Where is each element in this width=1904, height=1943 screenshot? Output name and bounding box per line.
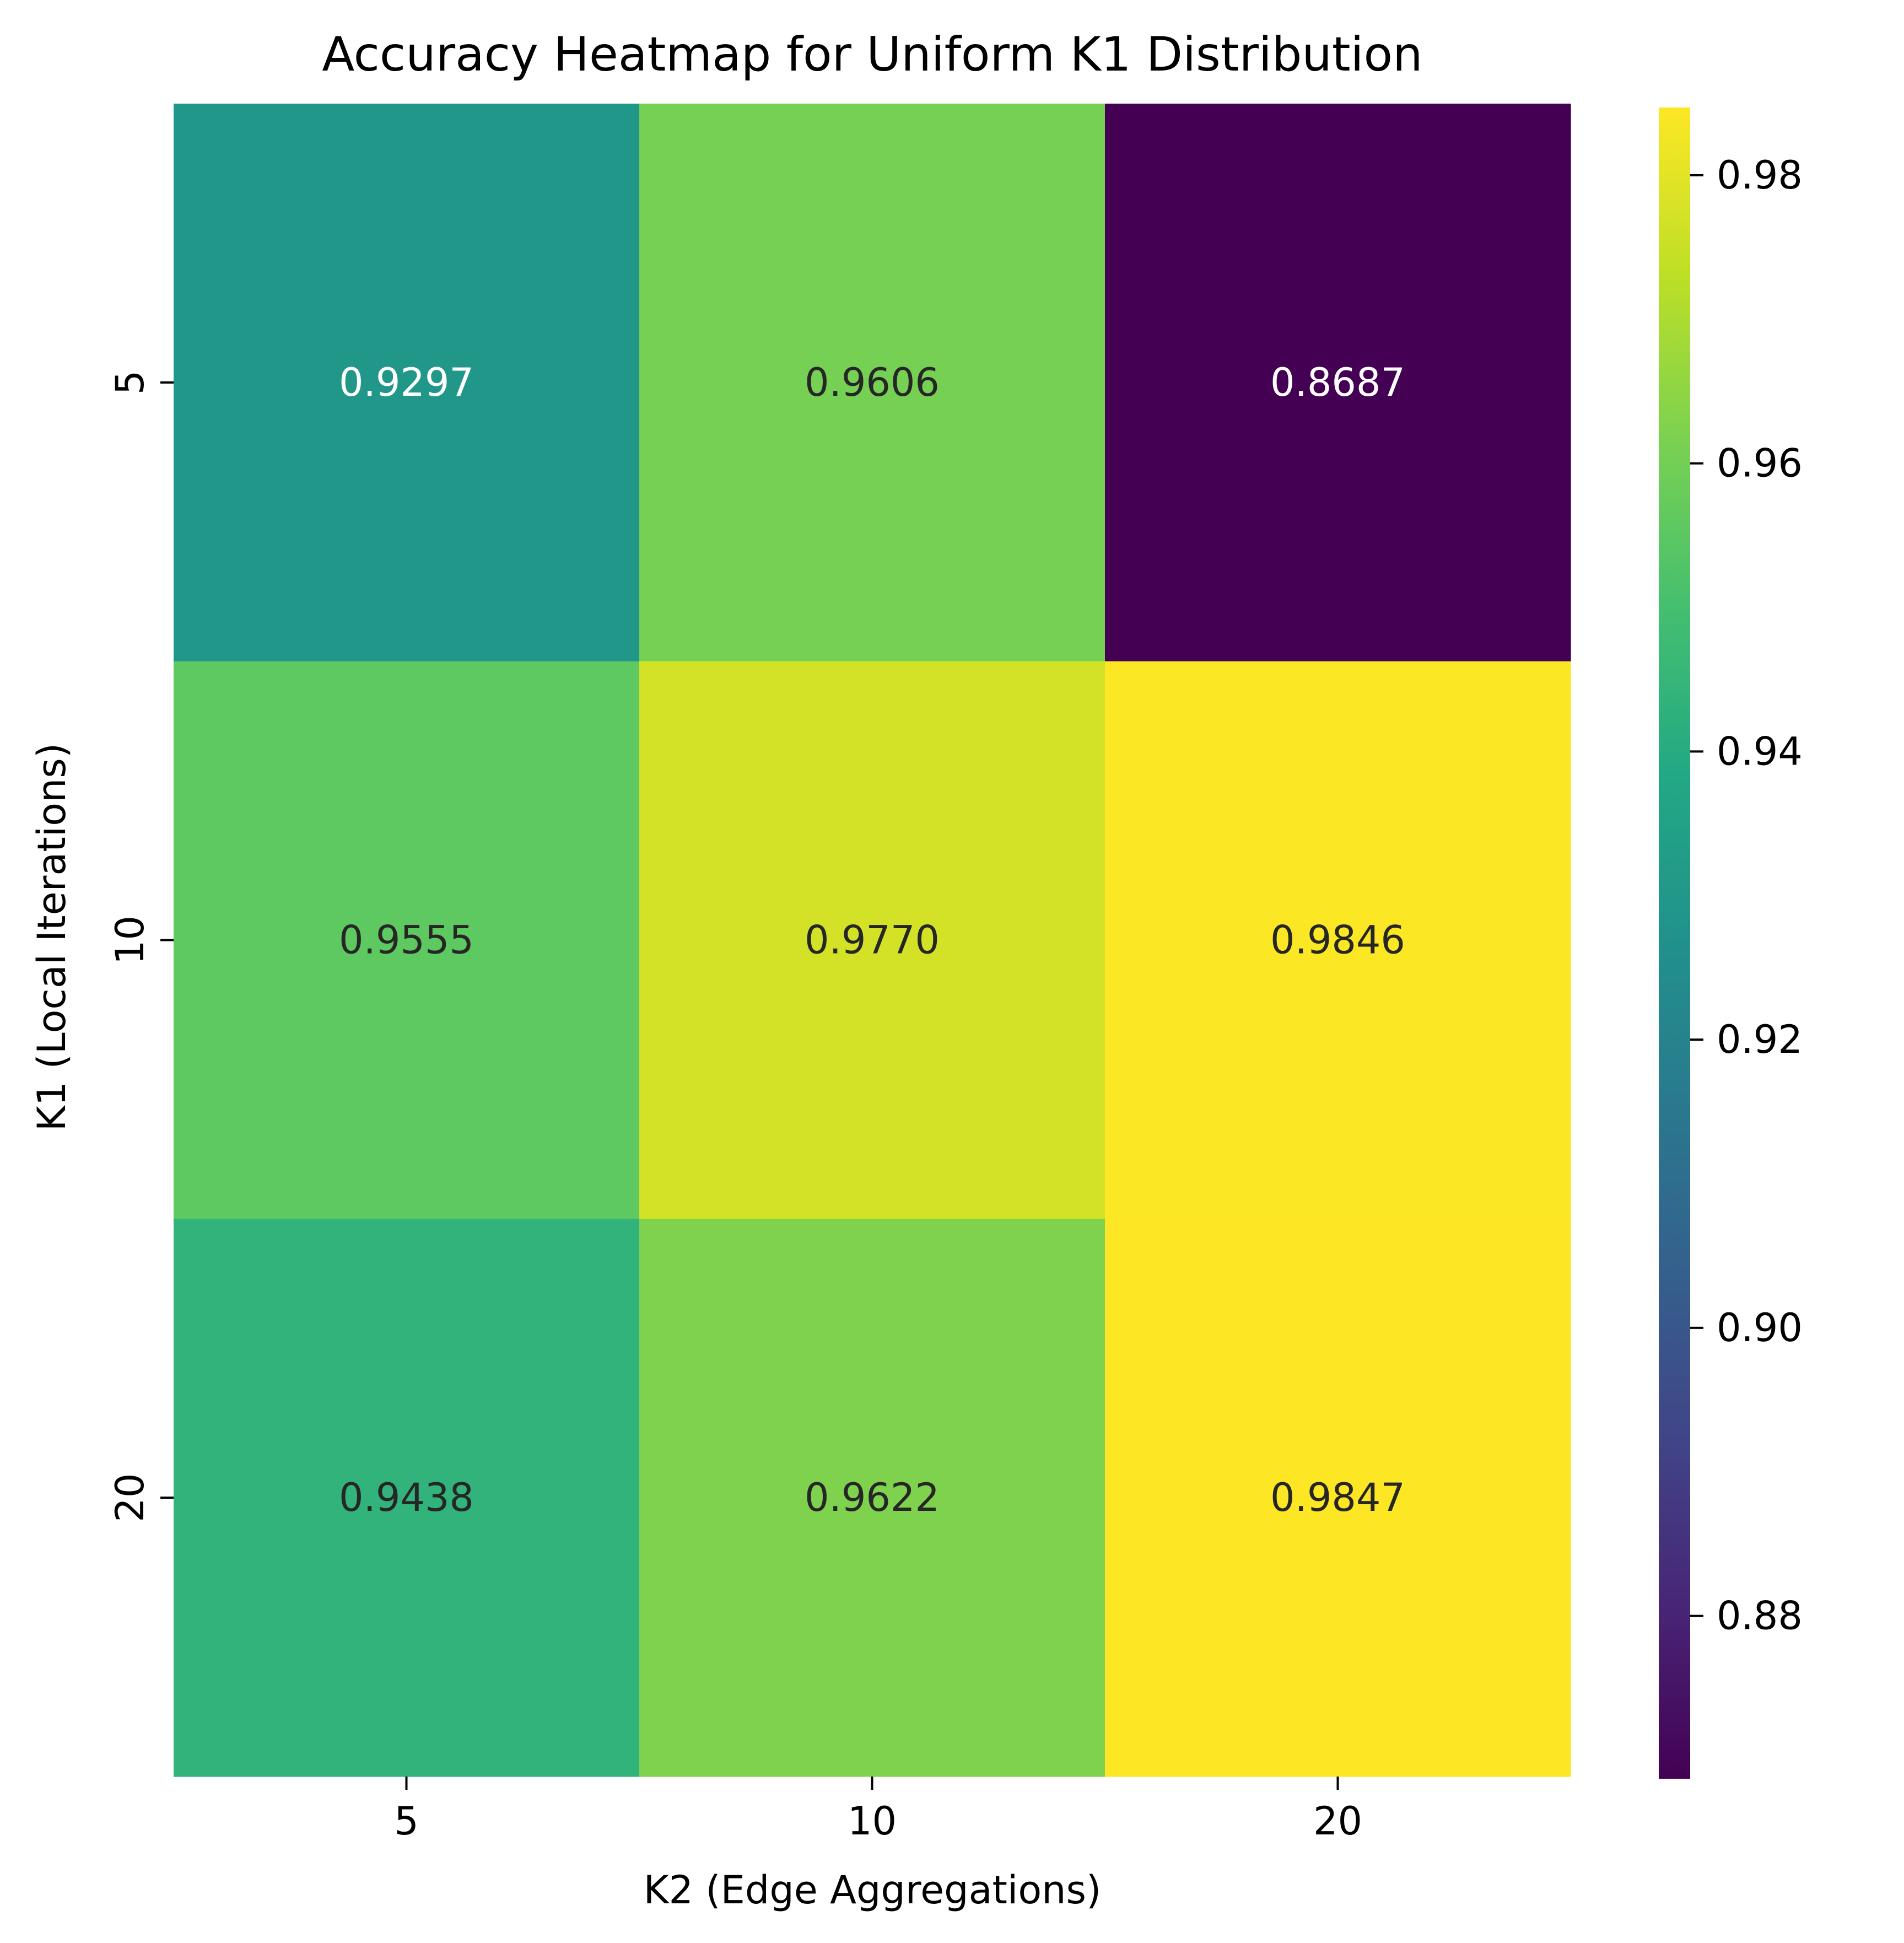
heatmap-cell [639,661,1105,1219]
heatmap-cell [639,104,1105,662]
x-axis: 5 10 20 [394,1777,1362,1844]
cell-value-label: 0.9847 [1270,1475,1405,1520]
chart-title: Accuracy Heatmap for Uniform K1 Distribu… [322,27,1422,82]
colorbar: 0.88 0.90 0.92 0.94 0.96 0.98 [1659,107,1803,1779]
colorbar-tick-label: 0.90 [1717,1305,1803,1350]
colorbar-tick-label: 0.94 [1717,729,1803,774]
heatmap-cells [174,104,1571,1777]
x-tick-label: 5 [394,1799,419,1844]
y-tick-label: 10 [107,916,153,965]
colorbar-tick-label: 0.88 [1717,1594,1803,1639]
heatmap-cell [1105,104,1571,662]
cell-annotations: 0.9297 0.9606 0.8687 0.9555 0.9770 0.9846 0.94… [339,360,1405,1520]
heatmap-cell [174,104,640,662]
cell-value-label: 0.9622 [805,1475,940,1520]
heatmap-cell [639,1219,1105,1777]
colorbar-tick-label: 0.96 [1717,441,1803,486]
x-tick-label: 10 [848,1799,897,1844]
cell-value-label: 0.9555 [339,918,474,963]
cell-value-label: 0.9438 [339,1475,474,1520]
colorbar-tick-label: 0.98 [1717,153,1803,198]
cell-value-label: 0.9297 [339,360,474,405]
y-axis: 5 10 20 [107,370,174,1522]
heatmap-cell [174,1219,640,1777]
cell-value-label: 0.9770 [805,918,940,963]
x-tick-label: 20 [1313,1799,1362,1844]
y-axis-label: K1 (Local Iterations) [29,743,74,1131]
colorbar-tick-label: 0.92 [1717,1017,1803,1062]
cell-value-label: 0.9846 [1270,918,1405,963]
y-tick-label: 20 [107,1473,153,1522]
cell-value-label: 0.8687 [1270,360,1405,405]
heatmap-cell [1105,1219,1571,1777]
x-axis-label: K2 (Edge Aggregations) [644,1867,1102,1913]
heatmap-cell [174,661,640,1219]
colorbar-gradient [1659,107,1690,1779]
cell-value-label: 0.9606 [805,360,940,405]
y-tick-label: 5 [107,370,153,395]
heatmap-cell [1105,661,1571,1219]
